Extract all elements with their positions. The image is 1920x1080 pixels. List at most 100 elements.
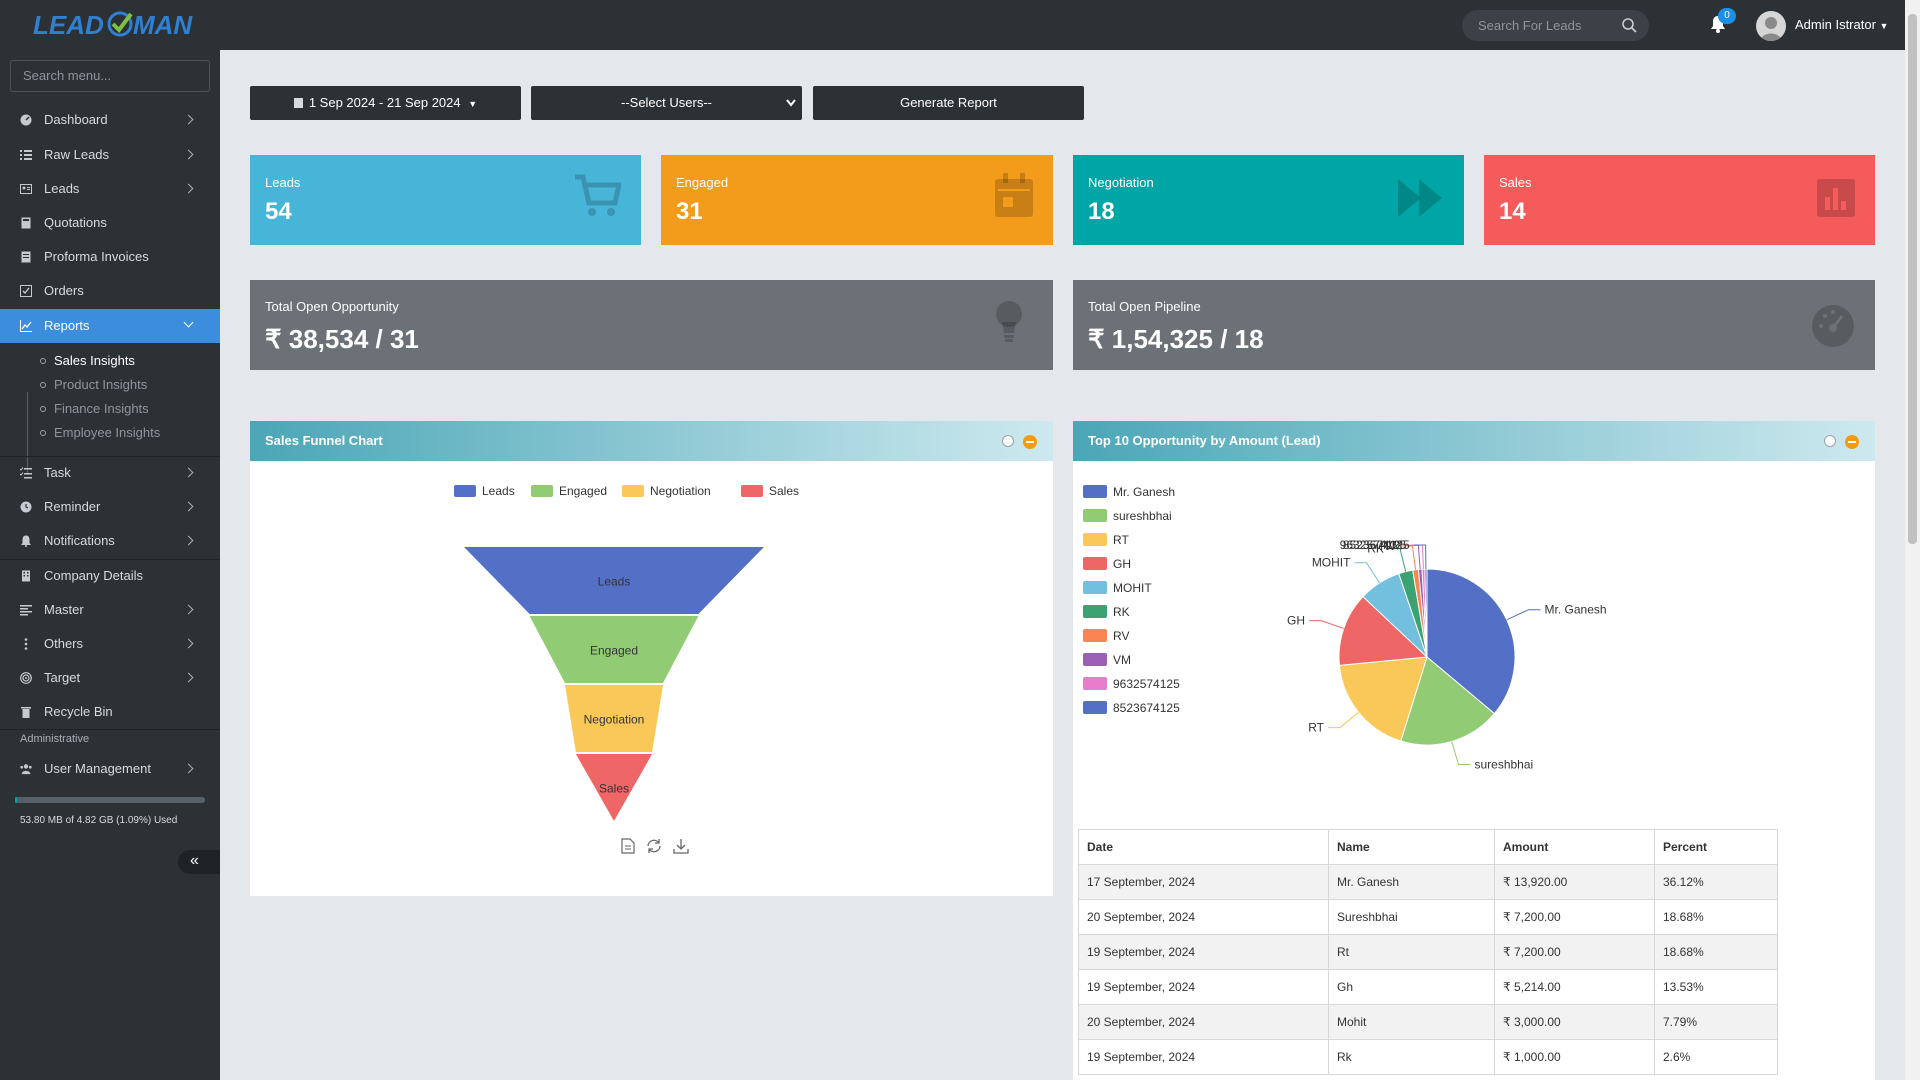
storage-usage-bar <box>15 797 205 803</box>
user-avatar[interactable] <box>1756 11 1786 41</box>
submenu-sales-insights[interactable]: Sales Insights <box>54 353 135 368</box>
cell-date: 17 September, 2024 <box>1078 864 1329 900</box>
sidebar-item-company-details[interactable]: Company Details <box>0 559 220 593</box>
funnel-label: Sales <box>599 782 629 796</box>
sidebar-item-label: Proforma Invoices <box>44 249 149 264</box>
sidebar-item-label: Task <box>44 465 71 480</box>
stat-card-negotiation[interactable]: Negotiation 18 <box>1073 155 1464 245</box>
expand-panel-button[interactable] <box>1002 435 1014 447</box>
panel-header: Sales Funnel Chart <box>250 421 1053 461</box>
lead-search-input[interactable]: Search For Leads <box>1462 10 1649 41</box>
funnel-segment <box>575 754 653 821</box>
column-header-amount[interactable]: Amount <box>1494 829 1655 865</box>
sidebar-divider <box>0 456 220 457</box>
notification-count-badge[interactable]: 0 <box>1718 8 1736 24</box>
pie-label: Mr. Ganesh <box>1545 603 1607 617</box>
ellipsis-vertical-icon <box>24 638 28 650</box>
funnel-label: Engaged <box>590 644 638 658</box>
section-label-administrative: Administrative <box>20 733 90 745</box>
cell-name: Gh <box>1328 969 1495 1005</box>
date-range-picker[interactable]: 1 Sep 2024 - 21 Sep 2024 ▼ <box>250 86 521 120</box>
legend-swatch <box>1083 557 1107 570</box>
column-header-date[interactable]: Date <box>1078 829 1329 865</box>
column-header-percent[interactable]: Percent <box>1654 829 1778 865</box>
collapse-panel-button[interactable] <box>1023 435 1037 449</box>
funnel-segment <box>529 616 699 683</box>
sidebar-item-notifications[interactable]: Notifications <box>0 524 220 558</box>
sidebar-item-others[interactable]: Others <box>0 627 220 661</box>
collapse-sidebar-button[interactable]: « <box>178 850 220 874</box>
sidebar-item-target[interactable]: Target <box>0 661 220 695</box>
legend-label: Mr. Ganesh <box>1113 485 1175 499</box>
sales-funnel-panel: Sales Funnel Chart Leads Engaged Negotiati… <box>250 421 1053 896</box>
legend-swatch <box>741 485 763 497</box>
funnel-label: Negotiation <box>584 713 645 727</box>
svg-text:LEAD: LEAD <box>33 10 104 40</box>
sidebar-item-raw-leads[interactable]: Raw Leads <box>0 138 220 172</box>
generate-report-button[interactable]: Generate Report <box>813 86 1084 120</box>
sidebar-item-recycle-bin[interactable]: Recycle Bin <box>0 695 220 729</box>
sidebar-item-label: Leads <box>44 181 80 196</box>
legend-swatch <box>1083 533 1107 546</box>
sidebar-item-label: Master <box>44 602 84 617</box>
cell-amount: ₹ 13,920.00 <box>1494 864 1655 900</box>
sidebar-item-task[interactable]: Task <box>0 456 220 490</box>
shopping-cart-icon <box>575 174 621 216</box>
sidebar-item-dashboard[interactable]: Dashboard <box>0 103 220 137</box>
user-menu[interactable]: Admin Istrator ▼ <box>1795 17 1888 32</box>
legend-label: Engaged <box>559 484 607 498</box>
cell-amount: ₹ 7,200.00 <box>1494 899 1655 935</box>
chevron-right-icon <box>183 763 194 774</box>
pie-label: MOHIT <box>1312 556 1351 570</box>
calendar-icon <box>995 173 1033 217</box>
user-name-label: Admin Istrator <box>1795 17 1876 32</box>
sidebar-item-reminder[interactable]: Reminder <box>0 490 220 524</box>
cell-date: 19 September, 2024 <box>1078 969 1329 1005</box>
search-icon[interactable] <box>1622 18 1637 33</box>
select-users-dropdown[interactable]: --Select Users-- <box>531 86 802 120</box>
column-header-name[interactable]: Name <box>1328 829 1495 865</box>
scrollbar-thumb[interactable] <box>1908 14 1917 544</box>
total-open-opportunity-card: Total Open Opportunity ₹ 38,534 / 31 <box>250 280 1053 370</box>
legend-label: MOHIT <box>1113 581 1152 595</box>
sidebar-item-reports[interactable]: Reports <box>0 309 220 343</box>
sidebar-item-master[interactable]: Master <box>0 593 220 627</box>
sidebar-item-label: Target <box>44 670 81 685</box>
sidebar-item-quotations[interactable]: Quotations <box>0 206 220 240</box>
sidebar-item-user-management[interactable]: User Management <box>0 752 220 786</box>
total-card-label: Total Open Pipeline <box>1088 299 1201 314</box>
align-left-icon <box>20 605 32 616</box>
download-icon[interactable] <box>673 838 689 854</box>
stat-card-leads[interactable]: Leads 54 <box>250 155 641 245</box>
sidebar-divider <box>0 559 220 560</box>
double-chevron-left-icon: « <box>190 852 199 869</box>
chevron-right-icon <box>183 501 194 512</box>
top-navbar: LEAD MAN Search For Leads 0 Admin Istrat… <box>0 0 1920 50</box>
leadman-logo[interactable]: LEAD MAN <box>33 8 193 42</box>
sidebar-item-leads[interactable]: Leads <box>0 172 220 206</box>
cell-name: Sureshbhai <box>1328 899 1495 935</box>
restore-icon[interactable] <box>646 838 662 854</box>
pie-label: GH <box>1287 614 1305 628</box>
submenu-finance-insights[interactable]: Finance Insights <box>54 401 149 416</box>
expand-panel-button[interactable] <box>1824 435 1836 447</box>
sidebar-item-proforma-invoices[interactable]: Proforma Invoices <box>0 240 220 274</box>
submenu-product-insights[interactable]: Product Insights <box>54 377 148 392</box>
sidebar-item-label: User Management <box>44 761 151 776</box>
pie-chart: Mr. GaneshsureshbhaiRTGHMOHITRKRVVM96325… <box>1083 485 1607 771</box>
sidebar-item-orders[interactable]: Orders <box>0 274 220 308</box>
table-row: 20 September, 2024 Sureshbhai ₹ 7,200.00 18… <box>1078 899 1778 935</box>
chevron-right-icon <box>183 467 194 478</box>
list-icon <box>20 150 32 160</box>
bullet-icon <box>40 406 46 412</box>
data-view-icon[interactable] <box>621 838 635 854</box>
stat-card-sales[interactable]: Sales 14 <box>1484 155 1875 245</box>
stat-card-engaged[interactable]: Engaged 31 <box>661 155 1053 245</box>
pie-label: sureshbhai <box>1474 757 1533 771</box>
sidebar-item-label: Company Details <box>44 568 143 583</box>
menu-search-placeholder: Search menu... <box>23 68 112 83</box>
collapse-panel-button[interactable] <box>1845 435 1859 449</box>
chevron-right-icon <box>183 638 194 649</box>
menu-search-input[interactable]: Search menu... <box>10 60 210 92</box>
submenu-employee-insights[interactable]: Employee Insights <box>54 425 161 440</box>
